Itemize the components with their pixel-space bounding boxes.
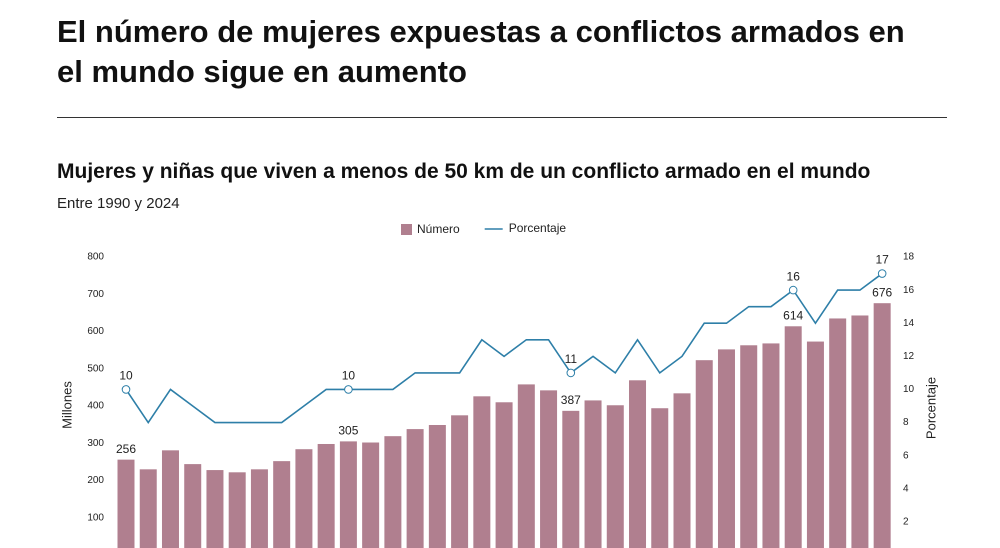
y-axis-label: Millones — [59, 381, 74, 429]
y2-tick-label: 4 — [903, 483, 909, 494]
bar — [362, 442, 380, 548]
bar-value-label: 676 — [872, 285, 892, 299]
bar — [562, 410, 580, 548]
bar — [762, 343, 780, 548]
bar — [451, 415, 469, 548]
bar — [829, 318, 847, 548]
bar — [873, 303, 891, 548]
bar — [184, 464, 202, 548]
line-value-label: 10 — [342, 369, 356, 383]
bar — [317, 443, 335, 548]
y-tick-label: 600 — [87, 326, 104, 337]
bar — [406, 429, 424, 548]
bar-value-label: 256 — [116, 442, 136, 456]
line-point — [344, 385, 353, 394]
title-rule — [57, 117, 947, 118]
y2-axis-label: Porcentaje — [923, 377, 938, 439]
bar — [228, 472, 246, 548]
bar — [673, 393, 691, 548]
bar — [606, 405, 624, 548]
bar-value-label: 305 — [338, 424, 358, 438]
line-value-label: 16 — [787, 269, 801, 283]
y2-tick-label: 18 — [903, 252, 915, 263]
bar — [495, 402, 513, 548]
bar — [717, 349, 735, 548]
bar — [629, 380, 647, 548]
bar — [651, 408, 669, 548]
y-tick-label: 800 — [87, 252, 104, 263]
bar — [540, 390, 558, 548]
bar — [784, 326, 802, 548]
bar — [139, 469, 157, 548]
y2-tick-label: 2 — [903, 517, 909, 528]
y2-tick-label: 6 — [903, 450, 909, 461]
y2-tick-label: 12 — [903, 351, 915, 362]
bar-value-label: 614 — [783, 308, 803, 322]
bar — [584, 400, 602, 548]
line-value-label: 11 — [565, 352, 578, 366]
chart-title: El número de mujeres expuestas a conflic… — [57, 14, 905, 89]
y-tick-label: 700 — [87, 289, 104, 300]
bar — [295, 449, 313, 548]
y-tick-label: 100 — [87, 512, 104, 523]
y2-tick-label: 10 — [903, 384, 915, 395]
line-point — [121, 385, 131, 394]
line-value-label: 17 — [875, 253, 889, 267]
bar — [695, 360, 713, 548]
y2-tick-label: 16 — [903, 285, 915, 296]
bar-value-label: 387 — [561, 393, 581, 407]
bar — [339, 441, 357, 548]
bar — [117, 459, 135, 548]
bar — [428, 424, 446, 548]
y2-tick-label: 14 — [903, 318, 915, 329]
chart-subtitle: Mujeres y niñas que viven a menos de 50 … — [57, 160, 871, 183]
bar — [206, 470, 224, 548]
line-point — [788, 285, 798, 295]
bar — [161, 450, 179, 548]
y-tick-label: 400 — [87, 401, 104, 412]
bar — [851, 315, 869, 548]
y-tick-label: 500 — [87, 363, 104, 374]
line — [125, 272, 883, 424]
bar — [273, 461, 291, 548]
chart-note: Entre 1990 y 2024 — [57, 195, 180, 212]
legend-swatch — [401, 224, 412, 235]
bar — [517, 384, 535, 548]
line-point — [566, 368, 576, 378]
legend-label: Porcentaje — [509, 221, 567, 235]
bar — [250, 469, 268, 548]
bar — [384, 436, 402, 548]
legend-label: Número — [417, 222, 460, 236]
line-point — [877, 269, 887, 278]
bar — [806, 341, 824, 548]
y-tick-label: 300 — [87, 438, 104, 449]
line-value-label: 10 — [119, 369, 133, 383]
bar — [473, 396, 491, 548]
y2-tick-label: 8 — [903, 417, 909, 428]
bar — [740, 345, 758, 548]
y-tick-label: 200 — [87, 475, 104, 486]
